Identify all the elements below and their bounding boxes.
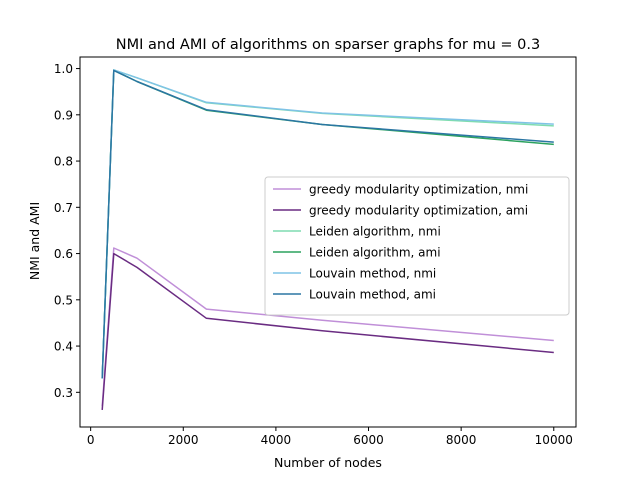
chart-title: NMI and AMI of algorithms on sparser gra… xyxy=(116,37,540,53)
plot-frame xyxy=(79,56,577,428)
x-tick-label: 10000 xyxy=(535,433,573,447)
x-axis-label: Number of nodes xyxy=(274,455,382,470)
series-lines xyxy=(101,69,554,410)
y-tick-label: 0.9 xyxy=(54,108,73,122)
x-tick-label: 2000 xyxy=(168,433,199,447)
legend-entry-label: Leiden algorithm, nmi xyxy=(309,225,441,239)
x-tick-label: 6000 xyxy=(353,433,384,447)
y-tick-label: 1.0 xyxy=(54,62,73,76)
legend-entry-label: Louvain method, ami xyxy=(309,288,436,302)
y-tick-label: 0.7 xyxy=(54,201,73,215)
y-tick-label: 0.8 xyxy=(54,155,73,169)
x-tick-label: 8000 xyxy=(446,433,477,447)
y-tick-label: 0.3 xyxy=(54,386,73,400)
legend-entry-label: greedy modularity optimization, nmi xyxy=(309,183,528,197)
y-axis: 0.3 0.4 0.5 0.6 0.7 0.8 0.9 1.0 xyxy=(54,62,80,400)
y-axis-label: NMI and AMI xyxy=(27,202,42,280)
legend: greedy modularity optimization, nmi greed… xyxy=(264,176,570,316)
series-line-2 xyxy=(101,252,554,410)
legend-entry-label: greedy modularity optimization, ami xyxy=(309,204,528,218)
x-axis: 0 2000 4000 6000 8000 10000 xyxy=(87,427,573,447)
y-tick-label: 0.4 xyxy=(54,340,73,354)
x-tick-label: 4000 xyxy=(261,433,292,447)
legend-entry-label: Louvain method, nmi xyxy=(309,267,436,281)
legend-entry-label: Leiden algorithm, ami xyxy=(309,246,441,260)
x-tick-label: 0 xyxy=(87,433,95,447)
series-line-6 xyxy=(101,69,554,379)
y-tick-label: 0.5 xyxy=(54,293,73,307)
legend-box xyxy=(264,176,570,316)
y-tick-label: 0.6 xyxy=(54,247,73,261)
